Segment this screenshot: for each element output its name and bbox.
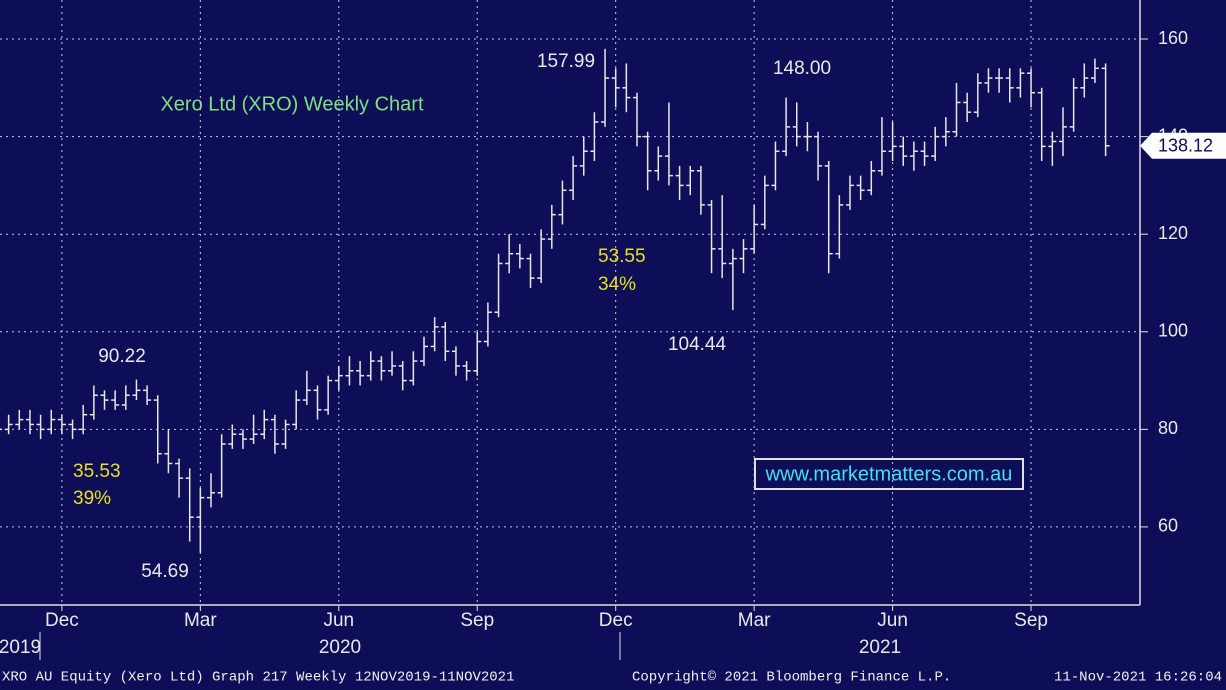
year-label: 2019 [0,637,41,658]
watermark: www.marketmatters.com.au [765,463,1013,485]
footer-text: XRO AU Equity (Xero Ltd) Graph 217 Weekl… [2,670,514,686]
x-tick-label: Dec [599,610,633,631]
annotation: 157.99 [537,51,595,72]
annotation-note: 35.53 [73,461,121,482]
year-label: 2020 [319,637,361,658]
annotation-note: 39% [73,488,111,509]
x-tick-label: Sep [460,610,494,631]
chart-title: Xero Ltd (XRO) Weekly Chart [160,93,423,115]
x-tick-label: Mar [184,610,217,631]
annotation: 148.00 [773,58,831,79]
y-tick-label: 100 [1158,321,1188,341]
x-tick-label: Mar [738,610,771,631]
x-tick-label: Jun [323,610,354,631]
y-tick-label: 60 [1158,516,1178,536]
y-tick-label: 120 [1158,223,1188,243]
annotation-note: 53.55 [598,246,646,267]
annotation: 54.69 [141,561,189,582]
annotation: 104.44 [668,334,727,355]
footer-text: 11-Nov-2021 16:26:04 [1054,670,1222,686]
last-price-box [1140,132,1226,159]
annotation: 90.22 [98,346,146,367]
year-label: 2021 [859,637,901,658]
x-tick-label: Dec [45,610,79,631]
y-tick-label: 160 [1158,28,1188,48]
annotation-note: 34% [598,274,636,295]
watermark-box [754,458,1024,490]
y-tick-label: 80 [1158,418,1178,438]
footer-text: Copyright© 2021 Bloomberg Finance L.P. [632,670,951,686]
x-tick-label: Jun [877,610,908,631]
last-price-label: 138.12 [1158,136,1213,156]
x-tick-label: Sep [1014,610,1048,631]
